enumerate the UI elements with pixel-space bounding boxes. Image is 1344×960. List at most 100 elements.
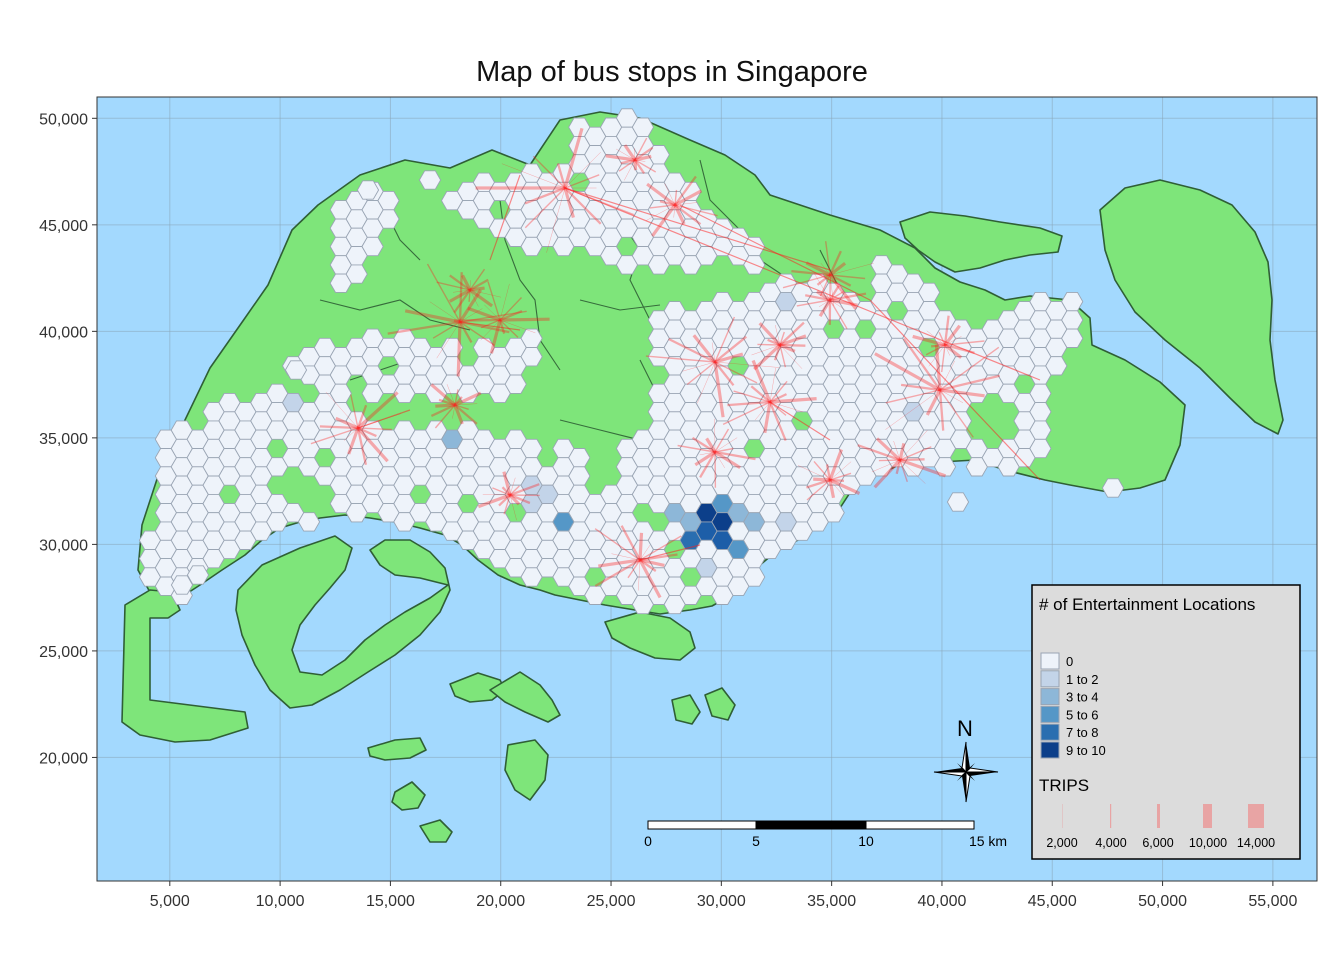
hex-cell bbox=[1045, 356, 1068, 376]
legend-swatch bbox=[1040, 723, 1060, 741]
flow-line bbox=[939, 388, 985, 398]
flow-line bbox=[356, 391, 399, 430]
flow-line bbox=[751, 359, 772, 403]
flow-line bbox=[828, 250, 842, 276]
flow-line bbox=[499, 297, 523, 321]
flow-line bbox=[594, 559, 641, 587]
flow-line bbox=[895, 459, 902, 475]
flow-line bbox=[387, 320, 461, 335]
flow-line bbox=[459, 321, 521, 331]
flow-line bbox=[779, 331, 785, 346]
south-island-7 bbox=[671, 694, 701, 725]
flow-line bbox=[618, 159, 636, 172]
flow-line bbox=[432, 321, 461, 339]
flow-line bbox=[469, 286, 485, 292]
x-tick-label: 40,000 bbox=[917, 893, 966, 910]
flow-line bbox=[503, 494, 511, 515]
flow-line bbox=[449, 288, 471, 303]
flow-line bbox=[498, 494, 511, 507]
flow-line bbox=[939, 389, 974, 438]
flow-line bbox=[509, 493, 531, 505]
flow-line bbox=[356, 426, 389, 463]
north-label: N bbox=[957, 716, 973, 741]
flow-line bbox=[459, 321, 495, 346]
flow-line bbox=[829, 273, 852, 287]
x-tick-label: 35,000 bbox=[807, 893, 856, 910]
flow-line bbox=[634, 159, 657, 173]
flow-line bbox=[487, 281, 501, 321]
hex-cell bbox=[356, 180, 380, 200]
flow-line bbox=[454, 404, 478, 425]
flow-line bbox=[699, 451, 716, 456]
flow-line bbox=[930, 343, 946, 348]
flow-line bbox=[829, 299, 846, 311]
legend-trips-title: TRIPS bbox=[1039, 776, 1089, 795]
flow-line bbox=[829, 461, 852, 481]
flow-line bbox=[692, 334, 717, 363]
flow-line bbox=[711, 342, 716, 363]
flow-line bbox=[779, 344, 787, 368]
flow-line bbox=[806, 478, 831, 489]
flow-line bbox=[722, 401, 771, 426]
sentosa-island bbox=[604, 611, 696, 661]
flow-lines-layer bbox=[310, 127, 1041, 599]
flow-line bbox=[501, 163, 566, 189]
flow-line bbox=[310, 427, 359, 445]
flow-line bbox=[754, 401, 771, 421]
flow-line bbox=[499, 310, 523, 322]
flow-line bbox=[878, 459, 901, 462]
flow-line bbox=[524, 186, 566, 205]
flow-line bbox=[639, 544, 701, 561]
legend-label: 9 to 10 bbox=[1066, 743, 1106, 758]
scalebar-label-5: 5 bbox=[752, 833, 760, 849]
flow-line bbox=[769, 397, 817, 404]
flow-line bbox=[805, 261, 831, 277]
flow-line bbox=[899, 446, 932, 461]
flow-line bbox=[350, 394, 359, 429]
flow-line bbox=[524, 187, 566, 229]
flow-line bbox=[468, 289, 471, 302]
flow-line bbox=[454, 396, 463, 406]
flow-line bbox=[944, 336, 962, 346]
hex-cell bbox=[361, 236, 384, 257]
flow-line bbox=[828, 449, 843, 481]
flow-line bbox=[461, 274, 472, 291]
hex-cell bbox=[743, 567, 766, 587]
flow-line bbox=[714, 447, 734, 453]
flow-line bbox=[356, 427, 368, 466]
flow-line bbox=[813, 477, 831, 482]
flow-line bbox=[779, 321, 805, 346]
x-tick-label: 45,000 bbox=[1028, 893, 1077, 910]
hex-cell bbox=[520, 347, 543, 367]
hex-cell bbox=[418, 170, 442, 190]
flow-line bbox=[438, 398, 456, 407]
hex-cell bbox=[284, 360, 308, 380]
scalebar-seg-3 bbox=[865, 820, 975, 830]
legend-label: 0 bbox=[1066, 654, 1073, 669]
flow-line bbox=[430, 403, 456, 417]
scalebar-label-15: 15 km bbox=[969, 833, 1007, 849]
flow-line bbox=[769, 401, 803, 413]
trips-label-4000: 4,000 bbox=[1095, 836, 1126, 850]
flow-line bbox=[928, 344, 946, 367]
flow-line bbox=[615, 148, 636, 161]
flow-line bbox=[489, 319, 502, 354]
flow-line bbox=[677, 444, 716, 453]
flow-line bbox=[645, 355, 716, 363]
flow-line bbox=[829, 274, 866, 280]
flow-line bbox=[763, 401, 772, 434]
flow-line bbox=[938, 389, 945, 431]
scalebar-seg-1 bbox=[647, 820, 757, 830]
flow-line bbox=[563, 127, 584, 189]
flow-line bbox=[458, 321, 473, 343]
flow-line bbox=[779, 343, 806, 347]
south-island-5 bbox=[391, 781, 426, 811]
flow-line bbox=[934, 344, 942, 391]
flow-line bbox=[796, 299, 831, 307]
flow-line bbox=[779, 334, 807, 347]
flow-line bbox=[902, 337, 941, 391]
flow-line bbox=[869, 299, 1041, 481]
flow-line bbox=[714, 450, 741, 470]
flow-line bbox=[605, 154, 636, 162]
